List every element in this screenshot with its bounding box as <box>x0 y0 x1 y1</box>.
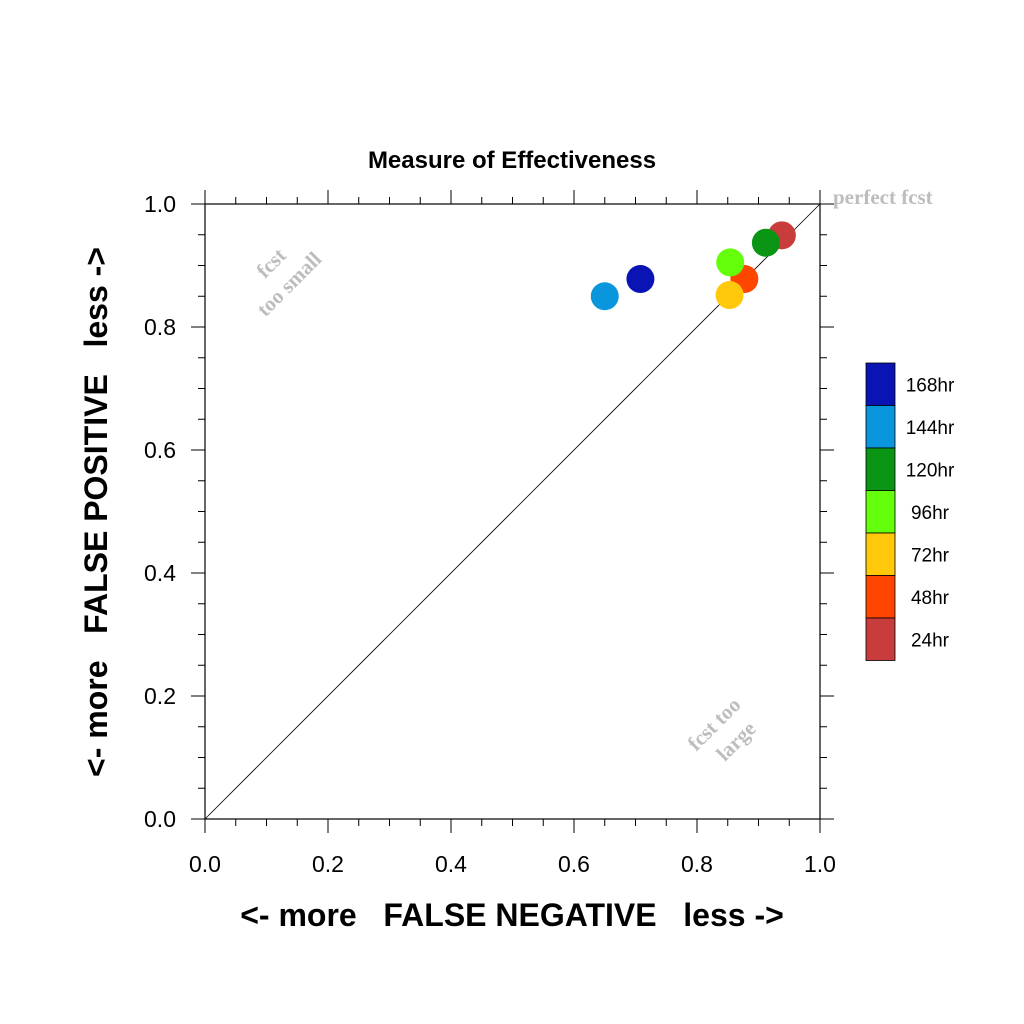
chart-title: Measure of Effectiveness <box>368 147 656 174</box>
legend-label-120hr: 120hr <box>906 460 955 481</box>
point-120hr <box>751 228 780 257</box>
point-72hr <box>715 281 744 310</box>
y-tick-label: 1.0 <box>144 191 176 217</box>
legend-swatch-96hr <box>865 490 896 534</box>
legend-label-168hr: 168hr <box>906 375 955 396</box>
y-tick-label: 0.6 <box>144 437 176 463</box>
y-tick-label: 0.4 <box>144 560 176 586</box>
point-96hr <box>716 248 745 277</box>
axes: 0.0 0.2 0.4 0.6 0.8 1.0 0.0 0.2 0.4 0.6 0.8 1.0 <box>144 190 836 877</box>
legend-swatch-72hr <box>865 532 896 576</box>
data-points <box>590 221 796 311</box>
legend-swatch-24hr <box>865 617 896 661</box>
point-144hr <box>590 282 619 311</box>
legend-label-24hr: 24hr <box>911 630 950 651</box>
x-tick-label: 0.2 <box>312 851 344 877</box>
x-axis-label: <- more FALSE NEGATIVE less -> <box>240 897 784 933</box>
y-tick-label: 0.2 <box>144 683 176 709</box>
legend-label-72hr: 72hr <box>911 545 950 566</box>
y-tick-label: 0.0 <box>144 806 176 832</box>
point-168hr <box>626 265 655 294</box>
x-tick-label: 0.0 <box>189 851 221 877</box>
legend-label-144hr: 144hr <box>906 418 955 439</box>
legend-label-48hr: 48hr <box>911 588 950 609</box>
perfect-forecast-annotation: perfect fcst <box>833 185 933 209</box>
legend-swatch-120hr <box>865 447 896 491</box>
x-tick-label: 1.0 <box>804 851 836 877</box>
x-tick-label: 0.4 <box>435 851 467 877</box>
legend-swatch-48hr <box>865 575 896 619</box>
y-axis-label: <- more FALSE POSITIVE less -> <box>78 247 114 777</box>
legend-label-96hr: 96hr <box>911 503 950 524</box>
y-tick-label: 0.8 <box>144 314 176 340</box>
diagonal-line <box>204 203 821 820</box>
legend: 168hr 144hr 120hr 96hr 72hr 48hr 24hr <box>865 362 955 661</box>
legend-swatch-144hr <box>865 405 896 449</box>
legend-swatch-168hr <box>865 362 896 406</box>
x-tick-label: 0.6 <box>558 851 590 877</box>
reference-diagonal <box>204 203 821 820</box>
x-tick-label: 0.8 <box>681 851 713 877</box>
